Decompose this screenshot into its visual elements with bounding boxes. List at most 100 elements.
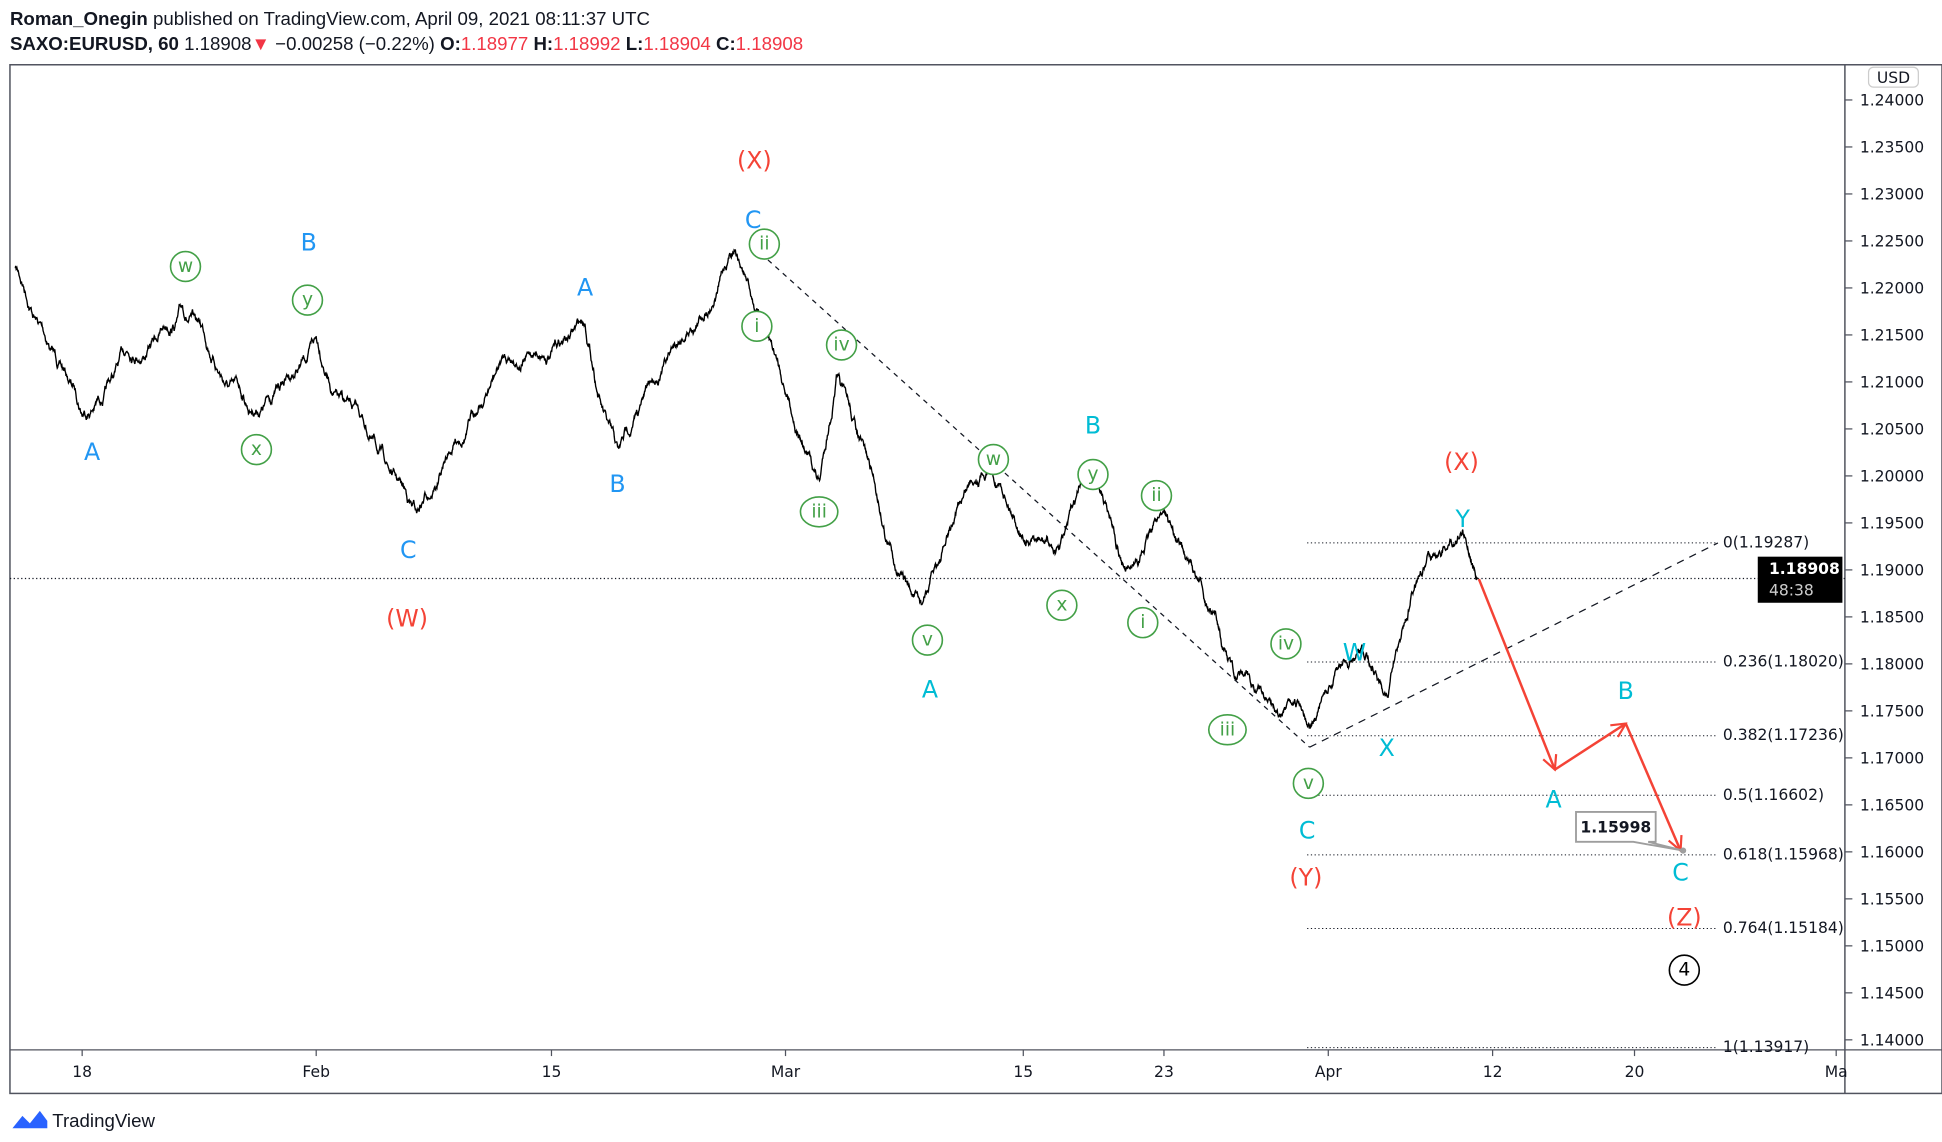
wave-label-text: i: [754, 316, 759, 337]
price-series: [14, 248, 1479, 729]
circle-icon: [741, 310, 773, 343]
price-tick-label: 1.19000: [1860, 561, 1924, 579]
projection-path[interactable]: [1477, 578, 1681, 851]
price-tick-label: 1.15000: [1860, 937, 1924, 955]
wave-label-green-circled[interactable]: v: [911, 624, 944, 656]
wave-label-blue[interactable]: A: [84, 438, 100, 466]
wave-label-cyan[interactable]: B: [1085, 412, 1101, 440]
trendline-up[interactable]: [1309, 542, 1719, 748]
fib-level-label: 0.764(1.15184): [1723, 919, 1844, 937]
wave-label-green-circled[interactable]: iv: [825, 329, 858, 361]
down-arrow-icon: ▼: [252, 33, 270, 54]
wave-label-cyan[interactable]: A: [1546, 785, 1562, 813]
circle-icon: [1127, 606, 1159, 639]
fib-retracement[interactable]: 0(1.19287) 0.236(1.18020) 0.382(1.17236) 0.…: [1307, 533, 1844, 1056]
time-tick-label: 20: [1625, 1063, 1645, 1081]
wave-label-green-circled[interactable]: ii: [1140, 479, 1173, 512]
circle-icon: [1292, 767, 1325, 800]
circle-icon: [977, 443, 1010, 476]
circle-icon: [1668, 954, 1701, 986]
wave-label-blue[interactable]: A: [577, 273, 593, 301]
symbol-info: SAXO:EURUSD, 60 1.18908▼ −0.00258 (−0.22…: [10, 33, 803, 54]
wave-label-green-circled[interactable]: iii: [799, 496, 839, 528]
wave-label-green-circled[interactable]: w: [977, 443, 1010, 476]
wave-label-green-circled[interactable]: y: [291, 284, 324, 316]
wave-label-text: v: [1303, 773, 1314, 794]
wave-label-cyan[interactable]: A: [922, 676, 938, 704]
wave-label-green-circled[interactable]: iv: [1270, 628, 1302, 660]
wave-label-text: iv: [833, 334, 849, 355]
time-tick-label: Apr: [1315, 1063, 1342, 1081]
tradingview-logo[interactable]: TradingView: [12, 1110, 155, 1131]
projection-arrow-b[interactable]: [1554, 724, 1626, 771]
projection-arrow-a[interactable]: [1477, 578, 1555, 770]
wave-label-cyan[interactable]: B: [1618, 677, 1634, 705]
last-price-label: 1.18908 48:38: [1757, 556, 1843, 603]
tradingview-logo-icon: [12, 1110, 48, 1129]
fib-level-label: 0.382(1.17236): [1723, 726, 1844, 744]
time-tick-label: 23: [1154, 1063, 1174, 1081]
wave-label-green-circled[interactable]: v: [1292, 767, 1325, 800]
price-tick-label: 1.20500: [1860, 421, 1924, 439]
circle-icon: [799, 496, 839, 528]
wave-label-text: y: [302, 290, 313, 311]
time-tick-label: 12: [1483, 1063, 1503, 1081]
price-axis[interactable]: 1.24000 1.23500 1.23000 1.22500 1.22000 1.215…: [1844, 92, 1924, 1050]
wave-label-cyan[interactable]: C: [1672, 859, 1689, 887]
fib-level-label: 0.618(1.15968): [1723, 845, 1844, 863]
price-tick-label: 1.22000: [1860, 280, 1924, 298]
wave-label-cyan[interactable]: X: [1379, 734, 1395, 762]
wave-label-green-circled[interactable]: iii: [1207, 714, 1247, 746]
wave-label-green-circled[interactable]: w: [169, 250, 202, 283]
wave-label-cyan[interactable]: Y: [1454, 505, 1470, 533]
chart-frame: [9, 64, 1942, 1095]
circle-icon: [1140, 479, 1173, 512]
time-tick-label: 15: [1013, 1063, 1033, 1081]
wave-label-blue[interactable]: C: [745, 206, 762, 234]
circle-icon: [825, 329, 858, 361]
time-axis[interactable]: 18 Feb 15 Mar 15 23 Apr 12 20 Ma: [72, 1049, 1848, 1081]
wave-label-red[interactable]: (X): [1444, 448, 1479, 476]
price-tick-label: 1.16500: [1860, 796, 1924, 814]
time-tick-label: 18: [72, 1063, 92, 1081]
wave-label-blue[interactable]: C: [400, 536, 417, 564]
wave-label-red[interactable]: (X): [737, 146, 772, 174]
circle-icon: [911, 624, 944, 656]
wave-label-green-circled[interactable]: x: [1046, 589, 1078, 622]
price-tick-label: 1.18000: [1860, 655, 1924, 673]
wave-label-text: ii: [759, 234, 769, 255]
wave-label-green-circled[interactable]: y: [1077, 458, 1109, 491]
wave-label-blue[interactable]: B: [301, 229, 317, 257]
wave-label-red[interactable]: (Z): [1667, 904, 1702, 932]
price-tick-label: 1.17500: [1860, 702, 1924, 720]
circle-icon: [1077, 458, 1109, 491]
wave-label-cyan[interactable]: C: [1299, 816, 1316, 844]
wave-label-red[interactable]: (Y): [1289, 864, 1322, 892]
wave-label-text: ii: [1151, 485, 1161, 506]
wave-labels: ABCABCBACWXYABC(X)(W)(X)(Y)(Z)wyxiiiivii…: [84, 146, 1702, 986]
fib-level-label: 1(1.13917): [1723, 1038, 1809, 1056]
wave-label-blue[interactable]: B: [609, 470, 625, 498]
wave-label-red[interactable]: (W): [386, 605, 428, 633]
callout-text: 1.15998: [1580, 819, 1651, 837]
wave-label-green-circled[interactable]: i: [1127, 606, 1159, 639]
wave-label-green-circled[interactable]: i: [741, 310, 773, 343]
price-tick-label: 1.14000: [1860, 1031, 1924, 1049]
trendline-down[interactable]: [752, 246, 1311, 748]
price-tick-label: 1.22500: [1860, 233, 1924, 251]
projection-arrow-c[interactable]: [1624, 723, 1681, 851]
circle-icon: [1207, 714, 1247, 746]
wave-label-text: iii: [1220, 719, 1236, 740]
fib-level-label: 0.236(1.18020): [1723, 653, 1844, 671]
wave-label-green-circled[interactable]: ii: [748, 228, 781, 260]
wave-label-text: w: [178, 256, 193, 277]
svg-text:USD: USD: [1877, 69, 1910, 87]
wave-label-cyan[interactable]: W: [1343, 638, 1366, 666]
wave-label-text: v: [922, 630, 933, 651]
wave-label-green-circled[interactable]: x: [240, 433, 273, 466]
price-callout[interactable]: 1.15998: [1575, 811, 1687, 854]
currency-badge[interactable]: USD: [1867, 66, 1919, 88]
fib-level-label: 0(1.19287): [1723, 533, 1809, 551]
wave-label-black-circled[interactable]: 4: [1668, 954, 1701, 986]
